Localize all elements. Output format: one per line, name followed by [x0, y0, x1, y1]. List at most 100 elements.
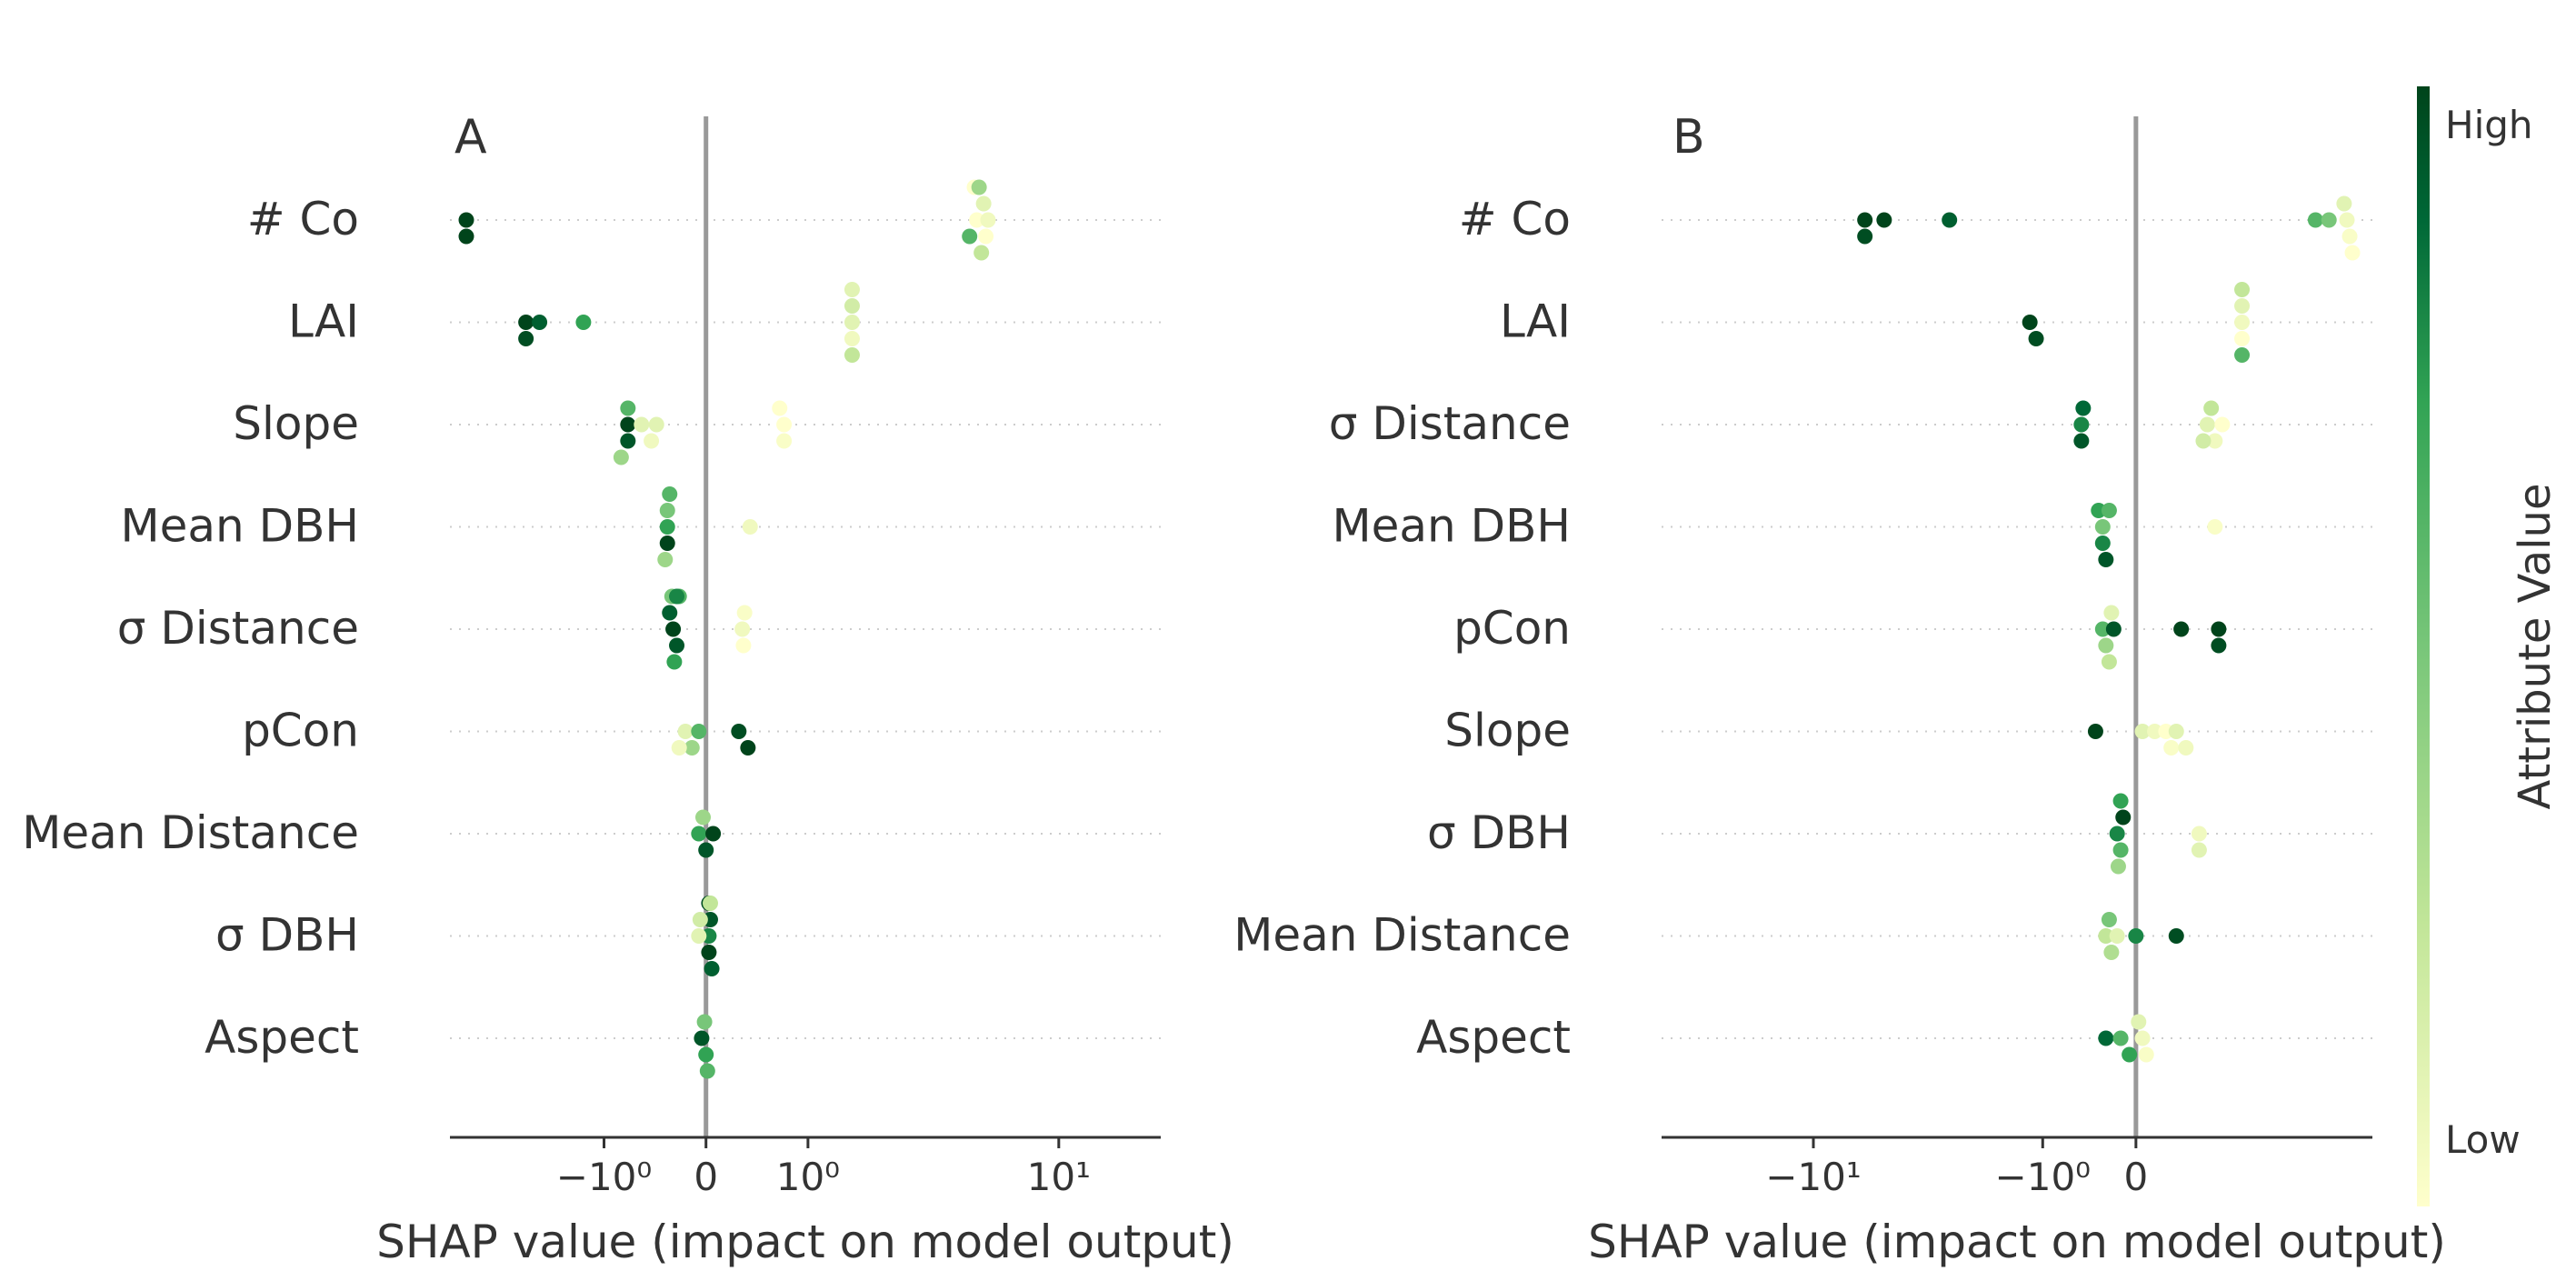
- shap-point: [518, 315, 534, 330]
- shap-point: [458, 212, 474, 228]
- feature-label: LAI: [288, 295, 359, 348]
- shap-point: [2098, 1030, 2114, 1046]
- feature-label: σ DBH: [215, 909, 359, 962]
- shap-point: [458, 228, 474, 245]
- shap-point: [2336, 195, 2352, 212]
- feature-label: σ Distance: [1329, 397, 1571, 450]
- shap-point: [620, 416, 636, 433]
- shap-point: [657, 552, 674, 567]
- shap-point: [2191, 842, 2207, 858]
- shap-point: [677, 724, 694, 739]
- shap-point: [734, 621, 751, 637]
- shap-point: [648, 416, 664, 433]
- shap-point: [2087, 724, 2103, 739]
- shap-point: [1857, 228, 1873, 245]
- shap-point: [2234, 347, 2251, 363]
- feature-label: σ Distance: [117, 602, 359, 655]
- shap-point: [620, 433, 636, 449]
- shap-point: [2112, 842, 2129, 858]
- shap-point: [694, 1030, 710, 1046]
- panel-label: A: [454, 110, 487, 165]
- shap-point: [844, 298, 860, 314]
- shap-point: [702, 896, 718, 911]
- shap-point: [2138, 1046, 2154, 1063]
- shap-point: [1857, 212, 1873, 228]
- shap-point: [2109, 928, 2125, 944]
- shap-point: [740, 740, 756, 756]
- colorbar: High Low Attribute Value: [2417, 86, 2561, 1206]
- shap-point: [666, 654, 683, 670]
- shap-point: [2122, 1046, 2138, 1063]
- shap-point: [731, 724, 747, 739]
- shap-point: [691, 928, 707, 944]
- shap-point: [671, 740, 687, 756]
- shap-point: [2098, 928, 2114, 944]
- shap-point: [969, 212, 985, 228]
- shap-point: [704, 961, 720, 976]
- shap-point: [2073, 416, 2090, 433]
- shap-point: [532, 315, 548, 330]
- shap-point: [736, 605, 753, 621]
- shap-point: [659, 535, 675, 551]
- shap-point: [844, 347, 860, 363]
- shap-point: [705, 826, 722, 842]
- shap-point: [776, 433, 793, 449]
- shap-point: [2163, 740, 2180, 756]
- shap-point: [659, 503, 675, 518]
- shap-point: [662, 486, 678, 502]
- shap-point: [2344, 245, 2361, 261]
- shap-point: [844, 282, 860, 297]
- shap-point: [2339, 212, 2355, 228]
- shap-point: [1942, 212, 1958, 228]
- shap-point: [2094, 519, 2111, 535]
- shap-point: [2211, 621, 2227, 637]
- shap-point: [2341, 228, 2358, 245]
- shap-point: [2234, 282, 2251, 297]
- x-tick-label: 0: [694, 1155, 718, 1199]
- feature-label: Slope: [1444, 705, 1571, 757]
- shap-point: [2207, 433, 2223, 449]
- shap-point: [684, 740, 700, 756]
- shap-point: [844, 315, 860, 330]
- shap-point: [2199, 416, 2215, 433]
- shap-point: [2110, 858, 2126, 875]
- panel-b: B # Co LAI σ Distance Mean DBH pCon Slope σ DBH…: [1233, 110, 2446, 1268]
- shap-point: [973, 245, 990, 261]
- shap-point: [2128, 928, 2144, 944]
- shap-point: [2075, 400, 2092, 416]
- feature-label: # Co: [1459, 193, 1571, 245]
- shap-point: [2098, 637, 2114, 654]
- colorbar-low-label: Low: [2445, 1117, 2521, 1162]
- x-tick-label: −10⁰: [556, 1155, 652, 1199]
- shap-point: [2073, 433, 2090, 449]
- shap-point: [2207, 519, 2223, 535]
- shap-point: [665, 621, 682, 637]
- shap-point: [971, 179, 987, 195]
- shap-point: [698, 842, 714, 858]
- colorbar-gradient: [2417, 86, 2430, 1206]
- x-axis-title: SHAP value (impact on model output): [376, 1216, 1234, 1268]
- shap-point: [2203, 400, 2220, 416]
- shap-point: [613, 449, 629, 465]
- shap-point: [692, 912, 708, 927]
- shap-point: [2098, 552, 2114, 567]
- feature-label: Mean Distance: [22, 806, 359, 859]
- shap-point: [691, 724, 707, 739]
- shap-point: [634, 416, 650, 433]
- shap-point: [735, 637, 752, 654]
- shap-point: [2214, 416, 2231, 433]
- shap-point: [2234, 331, 2251, 346]
- shap-point: [691, 826, 707, 842]
- shap-point: [2168, 928, 2184, 944]
- shap-point: [2094, 621, 2111, 637]
- shap-point: [2134, 724, 2151, 739]
- shap-point: [669, 637, 685, 654]
- shap-point: [2094, 535, 2111, 551]
- shap-point: [2101, 654, 2117, 670]
- shap-point: [662, 605, 678, 621]
- feature-label: Mean DBH: [1332, 500, 1571, 553]
- shap-point: [2173, 621, 2190, 637]
- shap-point: [772, 400, 788, 416]
- feature-label: Aspect: [205, 1011, 359, 1064]
